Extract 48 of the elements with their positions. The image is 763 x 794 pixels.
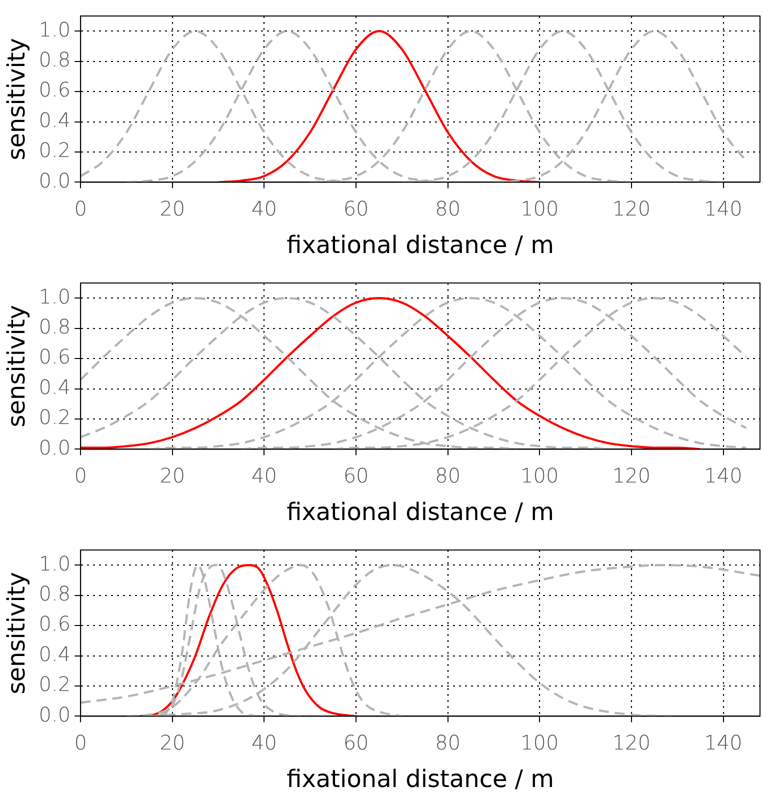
x-tick-label: 0 <box>74 196 87 220</box>
y-tick-label: 0.2 <box>38 405 71 430</box>
x-tick-label: 100 <box>520 730 559 754</box>
x-tick-label: 60 <box>343 196 369 220</box>
x-axis-title: fixational distance / m <box>286 230 554 259</box>
y-tick-label: 0.2 <box>38 672 71 696</box>
y-tick-label: 0.0 <box>38 435 71 460</box>
y-tick-label: 0.2 <box>38 138 71 162</box>
y-tick-label: 0.6 <box>38 344 71 369</box>
x-tick-label: 140 <box>704 196 742 220</box>
y-tick-label: 0.4 <box>38 374 71 399</box>
y-tick-label: 1.0 <box>38 17 71 42</box>
x-tick-label: 120 <box>612 463 651 488</box>
y-tick-label: 0.8 <box>38 582 71 606</box>
x-tick-label: 0 <box>74 730 87 754</box>
x-tick-label: 80 <box>435 463 461 488</box>
x-tick-label: 120 <box>612 730 651 754</box>
x-tick-label: 20 <box>160 730 186 754</box>
y-axis-title: sensitivity <box>2 304 31 428</box>
x-tick-label: 40 <box>252 730 277 754</box>
y-tick-label: 0.4 <box>38 108 71 132</box>
y-tick-label: 1.0 <box>38 551 71 576</box>
y-axis-title: sensitivity <box>2 38 31 160</box>
y-tick-label: 0.0 <box>38 168 71 192</box>
x-tick-label: 140 <box>704 730 742 754</box>
x-axis-title: fixational distance / m <box>286 498 554 526</box>
x-tick-label: 120 <box>612 196 651 220</box>
y-tick-label: 0.6 <box>38 612 71 636</box>
x-tick-label: 100 <box>520 196 559 220</box>
y-tick-label: 0.6 <box>38 78 71 102</box>
x-tick-label: 40 <box>252 196 277 220</box>
x-tick-label: 80 <box>435 730 461 754</box>
x-tick-label: 40 <box>252 463 277 488</box>
x-tick-label: 0 <box>74 463 87 488</box>
y-tick-label: 1.0 <box>38 284 71 308</box>
x-tick-label: 60 <box>343 730 369 754</box>
y-tick-label: 0.4 <box>38 642 71 666</box>
y-tick-label: 0.0 <box>38 702 71 726</box>
x-tick-label: 20 <box>160 196 186 220</box>
y-tick-label: 0.8 <box>38 48 71 72</box>
x-tick-label: 140 <box>704 463 742 488</box>
x-tick-label: 60 <box>343 463 369 488</box>
x-axis-title: fixational distance / m <box>286 764 554 793</box>
y-tick-label: 0.8 <box>38 314 71 339</box>
x-tick-label: 100 <box>520 463 559 488</box>
x-tick-label: 80 <box>435 196 461 220</box>
y-axis-title: sensitivity <box>2 572 31 694</box>
x-tick-label: 20 <box>160 463 186 488</box>
